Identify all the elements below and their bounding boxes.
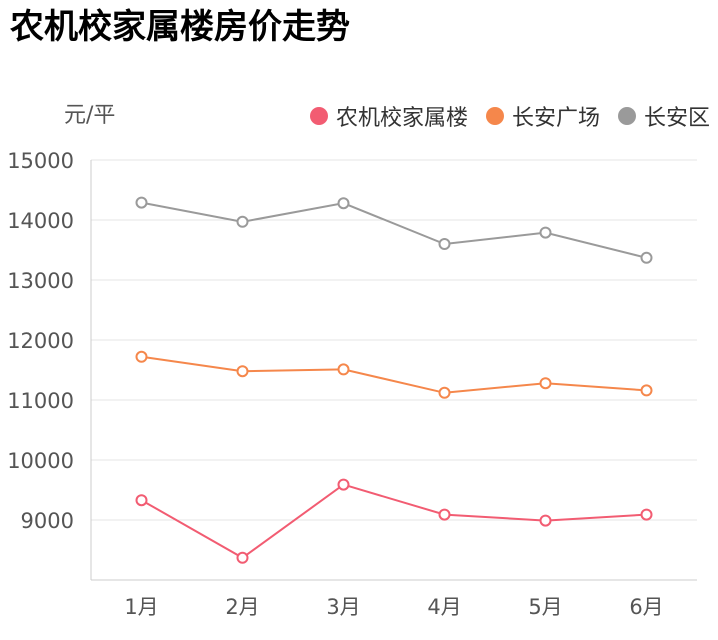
data-point-s0-0 (135, 494, 148, 507)
x-tick-label-2: 3月 (326, 595, 360, 619)
y-tick-label-5: 14000 (7, 209, 74, 233)
x-tick-label-1: 2月 (225, 595, 259, 619)
data-point-s2-1 (236, 215, 249, 228)
data-point-s1-1 (236, 365, 249, 378)
legend-label-1: 长安广场 (511, 106, 600, 131)
y-tick-label-1: 10000 (7, 449, 74, 473)
data-point-s2-4 (539, 226, 552, 239)
y-axis-unit-label: 元/平 (64, 103, 116, 128)
y-tick-label-2: 11000 (7, 389, 74, 413)
legend-item-series-2[interactable]: 长安区 (617, 100, 710, 132)
data-point-s0-4 (539, 514, 552, 527)
legend: 农机校家属楼 长安广场 长安区 (309, 100, 710, 132)
y-tick-label-3: 12000 (7, 329, 74, 353)
x-tick-label-4: 5月 (528, 595, 562, 619)
data-point-s1-2 (337, 363, 350, 376)
chart-title: 农机校家属楼房价走势 (10, 7, 350, 47)
data-point-s2-5 (640, 251, 653, 264)
series-line-1 (141, 355, 647, 394)
legend-marker-0 (309, 107, 328, 125)
y-tick-label-6: 15000 (7, 149, 74, 173)
x-tick-label-5: 6月 (629, 595, 663, 619)
data-point-s0-1 (236, 551, 249, 564)
data-point-s1-0 (135, 350, 148, 363)
data-point-s0-5 (640, 508, 653, 521)
y-tick-label-0: 9000 (21, 509, 74, 533)
data-point-s0-3 (438, 508, 451, 521)
series-line-0 (141, 483, 647, 559)
legend-marker-2 (617, 107, 636, 125)
data-point-s0-2 (337, 478, 350, 491)
legend-label-2: 长安区 (643, 106, 710, 131)
x-tick-label-3: 4月 (427, 595, 461, 619)
x-tick-label-0: 1月 (124, 595, 158, 619)
data-point-s1-4 (539, 377, 552, 390)
legend-item-series-1[interactable]: 长安广场 (485, 100, 600, 132)
data-point-s2-3 (438, 238, 451, 250)
data-point-s1-5 (640, 384, 653, 397)
data-point-s2-2 (337, 197, 350, 210)
legend-marker-1 (485, 107, 504, 125)
legend-label-0: 农机校家属楼 (335, 106, 468, 131)
data-point-s2-0 (135, 196, 148, 209)
y-tick-label-4: 13000 (7, 269, 74, 293)
series-line-2 (141, 201, 647, 259)
legend-item-series-0[interactable]: 农机校家属楼 (309, 100, 468, 132)
data-point-s1-3 (438, 386, 451, 399)
